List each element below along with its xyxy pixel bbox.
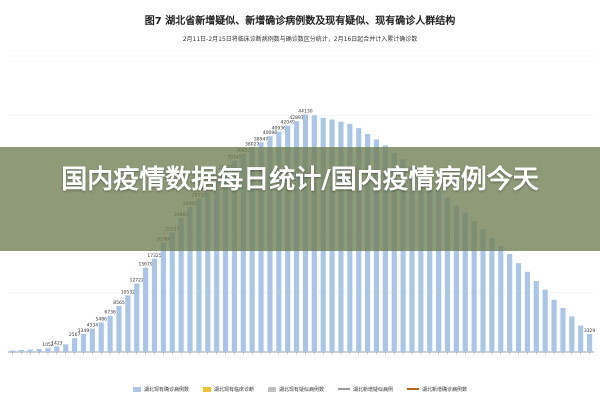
bar-confirmed	[524, 271, 530, 352]
legend-label: 湖北新增确诊病例数	[422, 386, 468, 393]
bar-confirmed	[480, 229, 486, 352]
data-label: 40936	[272, 126, 286, 132]
bar-confirmed	[409, 166, 415, 352]
bar-confirmed	[63, 344, 69, 352]
data-label: 1052	[42, 342, 54, 348]
bar-confirmed	[444, 197, 451, 352]
legend-item-new-confirmed: 湖北新增确诊病例数	[407, 386, 467, 393]
data-label: 42049	[281, 120, 295, 126]
data-label: 5486	[96, 316, 108, 322]
bar-confirmed	[418, 174, 424, 352]
bar-confirmed	[36, 349, 42, 352]
bar-confirmed	[569, 316, 575, 352]
data-label: 8565	[113, 300, 125, 306]
bar-confirmed	[125, 295, 131, 352]
bar-confirmed	[196, 198, 202, 352]
legend-label: 湖北新增疑似病例	[353, 386, 394, 393]
bar-confirmed	[54, 346, 60, 352]
data-label: 42891	[289, 115, 303, 121]
bar-confirmed	[187, 206, 193, 352]
bar-confirmed	[27, 349, 33, 352]
data-label: 3349	[78, 328, 90, 334]
legend-label: 湖北现有疑似病例数	[278, 386, 324, 393]
bar-confirmed	[45, 348, 51, 352]
bar-confirmed	[551, 299, 557, 352]
legend-swatch-clinical	[202, 386, 211, 392]
legend-swatch-new-suspected	[338, 388, 350, 390]
data-label: 38027	[245, 141, 259, 147]
bar-confirmed	[9, 350, 16, 352]
chart-title: 图7 湖北省新增疑似、新增确诊病例数及现有疑似、现有确诊人群结构	[144, 16, 456, 27]
bar-confirmed	[178, 218, 184, 352]
legend-label: 湖北现有临床诊断	[213, 386, 254, 393]
data-label: 15679	[138, 262, 152, 268]
bar-confirmed	[80, 333, 87, 352]
bar-confirmed	[89, 328, 95, 352]
banner-title: 国内疫情数据每日统计/国内疫情病例今天	[61, 165, 539, 195]
legend-item-suspected: 湖北现有疑似病例数	[267, 386, 324, 393]
bar-confirmed	[116, 305, 122, 352]
bar-confirmed	[18, 349, 24, 352]
bar-confirmed	[507, 254, 513, 352]
bar-confirmed	[151, 258, 158, 352]
data-label: 17325	[147, 253, 161, 259]
chart-legend: 湖北现有确诊病例数 湖北现有临床诊断 湖北现有疑似病例数 湖北新增疑似病例 湖北…	[0, 382, 600, 396]
data-label: 6736	[104, 310, 116, 316]
legend-swatch-confirmed	[132, 386, 141, 392]
bar-confirmed	[533, 280, 539, 352]
bar-confirmed	[436, 190, 442, 352]
legend-label: 湖北现有确诊病例数	[143, 386, 189, 393]
bar-confirmed	[427, 181, 433, 352]
data-label: 2567	[69, 332, 81, 338]
legend-swatch-suspected	[267, 386, 276, 392]
data-label: 1423	[51, 340, 63, 346]
bar-confirmed	[542, 289, 548, 352]
bar-confirmed	[400, 159, 406, 352]
bar-confirmed	[471, 221, 477, 352]
bar-confirmed	[453, 205, 459, 352]
bar-confirmed	[240, 153, 246, 352]
bar-confirmed	[391, 152, 397, 352]
bar-confirmed	[160, 242, 166, 352]
bar-confirmed	[560, 307, 566, 352]
legend-item-confirmed: 湖北现有确诊病例数	[132, 386, 189, 393]
bar-confirmed	[222, 170, 229, 352]
legend-swatch-new-confirmed	[407, 388, 420, 390]
bar-confirmed	[578, 325, 584, 352]
bar-confirmed	[214, 181, 220, 352]
bar-confirmed	[72, 338, 78, 352]
data-label: 3329	[584, 328, 596, 334]
data-label: 10532	[121, 289, 135, 295]
chart-subtitle: 2月11日-2月15日将临床诊断病例数与确诊数区分统计，2月16日起合并计入累计…	[182, 36, 418, 43]
bar-confirmed	[498, 245, 504, 352]
bar-confirmed	[169, 232, 175, 352]
bar-confirmed	[462, 212, 468, 352]
data-label: 12722	[130, 278, 144, 284]
bar-confirmed	[205, 192, 211, 352]
bar-confirmed	[143, 267, 149, 352]
bar-confirmed	[107, 315, 113, 352]
data-label: 44130	[298, 109, 312, 115]
legend-item-new-suspected: 湖北新增疑似病例	[338, 386, 393, 393]
bar-confirmed	[231, 160, 237, 352]
bar-confirmed	[586, 334, 593, 352]
bar-confirmed	[489, 237, 495, 352]
legend-item-clinical: 湖北现有临床诊断	[202, 386, 254, 393]
bar-confirmed	[134, 283, 140, 352]
banner-overlay	[0, 147, 600, 251]
bar-confirmed	[98, 322, 104, 352]
data-label: 38947	[254, 136, 268, 142]
data-label: 4334	[87, 323, 99, 329]
data-label: 40098	[263, 130, 277, 136]
bar-confirmed	[515, 263, 522, 352]
